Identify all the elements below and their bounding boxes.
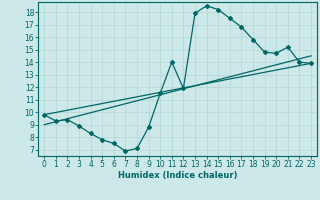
X-axis label: Humidex (Indice chaleur): Humidex (Indice chaleur) bbox=[118, 171, 237, 180]
